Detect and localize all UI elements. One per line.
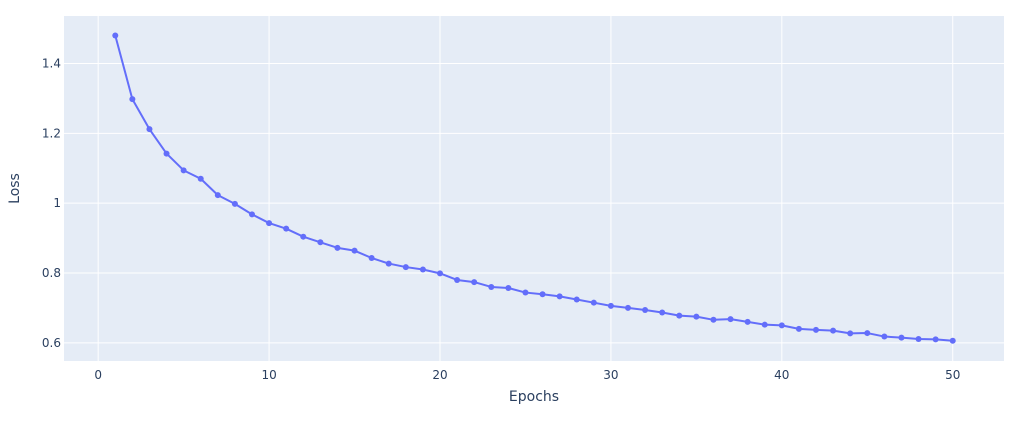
x-axis-title: Epochs: [509, 389, 559, 405]
loss-point: [266, 220, 273, 227]
x-tick-label: 40: [774, 368, 789, 382]
loss-point: [915, 336, 922, 343]
y-tick-label: 1: [53, 196, 61, 210]
loss-point: [778, 322, 785, 329]
loss-point: [231, 200, 238, 207]
y-tick-label: 0.8: [42, 266, 61, 280]
loss-point: [146, 126, 153, 133]
loss-point: [847, 330, 854, 337]
loss-point: [249, 211, 255, 218]
loss-point: [573, 296, 580, 303]
loss-point: [659, 309, 666, 316]
loss-point: [795, 325, 802, 332]
loss-point: [522, 289, 529, 296]
loss-point: [283, 225, 290, 232]
series-loss: [112, 32, 956, 344]
loss-point: [488, 283, 495, 290]
loss-point: [454, 276, 461, 283]
loss-point: [932, 336, 939, 343]
loss-point: [112, 32, 119, 39]
loss-point: [129, 96, 136, 103]
loss-point: [607, 302, 614, 309]
loss-point: [539, 291, 546, 298]
y-axis-title: Loss: [7, 173, 23, 204]
loss-point: [676, 312, 683, 319]
loss-point: [214, 192, 221, 199]
loss-point: [505, 285, 512, 292]
loss-point: [471, 279, 478, 286]
loss-point: [949, 337, 956, 344]
loss-point: [898, 334, 905, 341]
loss-point: [163, 150, 170, 157]
loss-point: [864, 330, 871, 337]
loss-point: [368, 254, 375, 261]
loss-point: [351, 247, 358, 254]
loss-point: [761, 321, 768, 328]
x-tick-label: 30: [603, 368, 618, 382]
loss-point: [556, 293, 563, 300]
loss-point: [881, 333, 888, 340]
loss-point: [334, 244, 341, 251]
loss-point: [437, 270, 443, 277]
x-tick-label: 20: [432, 368, 447, 382]
loss-point: [300, 233, 307, 240]
loss-point: [419, 266, 426, 273]
loss-point: [317, 239, 324, 246]
loss-point: [385, 260, 392, 267]
loss-point: [710, 316, 717, 323]
plot-area: [64, 16, 1004, 361]
x-tick-label: 0: [94, 368, 102, 382]
loss-point: [813, 326, 819, 333]
x-axis-ticks: 0 10 20 30 40 50: [94, 368, 960, 382]
loss-point: [642, 307, 649, 314]
x-tick-label: 50: [945, 368, 960, 382]
loss-point: [180, 167, 187, 174]
grid-lines: [64, 16, 1004, 361]
loss-point: [744, 318, 751, 325]
loss-point: [402, 264, 409, 271]
loss-point: [625, 304, 631, 311]
x-tick-label: 10: [261, 368, 276, 382]
loss-point: [693, 313, 700, 320]
loss-point: [197, 175, 204, 182]
loss-point: [830, 327, 837, 334]
loss-point: [590, 299, 597, 306]
y-tick-label: 1.4: [42, 56, 61, 70]
loss-point: [727, 316, 734, 323]
y-tick-label: 0.6: [42, 336, 61, 350]
y-tick-label: 1.2: [42, 126, 61, 140]
y-axis-ticks: 0.6 0.8 1 1.2 1.4: [42, 56, 61, 349]
